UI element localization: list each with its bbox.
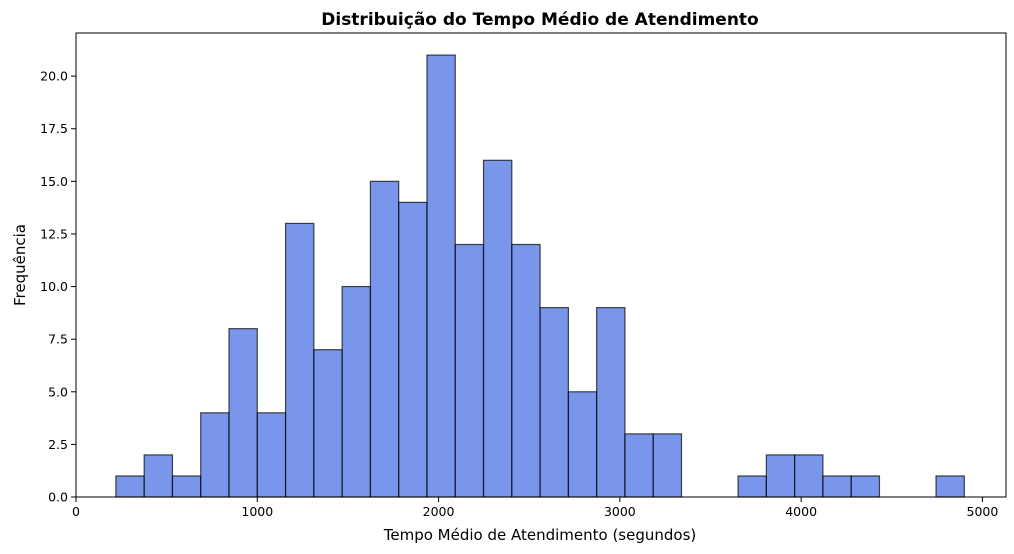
y-tick-label-3: 7.5 — [48, 332, 68, 347]
y-tick-label-8: 20.0 — [40, 69, 68, 84]
histogram-bar-26 — [850, 475, 881, 498]
histogram-bar-17 — [596, 307, 626, 498]
histogram-bar-18 — [624, 433, 654, 498]
histogram-bar-1 — [143, 454, 174, 498]
histogram-bar-24 — [794, 454, 824, 498]
histogram-bar-7 — [313, 349, 343, 498]
x-tick-label-1: 1000 — [241, 504, 273, 519]
x-tick-label-3: 3000 — [604, 504, 636, 519]
histogram-bar-25 — [822, 475, 852, 498]
y-tick-label-7: 17.5 — [40, 121, 68, 136]
histogram-bar-29 — [935, 475, 965, 498]
y-tick-label-5: 12.5 — [40, 226, 68, 241]
histogram-bar-22 — [737, 475, 767, 498]
histogram-bar-13 — [482, 159, 513, 498]
plot-frame — [75, 32, 1007, 498]
histogram-bar-15 — [539, 307, 569, 498]
y-tick-label-1: 2.5 — [48, 437, 68, 452]
histogram-bar-10 — [398, 201, 428, 498]
x-axis-ticks: 0 1000 2000 3000 4000 5000 — [72, 497, 998, 519]
histogram-bar-6 — [284, 222, 315, 498]
chart-title: Distribuição do Tempo Médio de Atendimen… — [321, 10, 758, 30]
y-tick-label-0: 0.0 — [48, 490, 68, 505]
histogram-bar-4 — [228, 328, 258, 498]
y-axis-label: Frequência — [11, 224, 29, 306]
y-tick-label-2: 5.0 — [48, 384, 68, 399]
histogram-bar-19 — [652, 433, 683, 498]
bars-group — [115, 54, 965, 498]
histogram-bar-3 — [200, 412, 230, 498]
x-tick-label-4: 4000 — [785, 504, 817, 519]
y-tick-label-4: 10.0 — [40, 279, 68, 294]
histogram-bar-8 — [341, 285, 372, 498]
histogram-bar-9 — [369, 180, 400, 498]
x-axis-label: Tempo Médio de Atendimento (segundos) — [383, 526, 697, 544]
y-tick-label-6: 15.0 — [40, 174, 68, 189]
histogram-bar-2 — [171, 475, 202, 498]
x-tick-label-5: 5000 — [967, 504, 999, 519]
histogram-bar-0 — [115, 475, 145, 498]
y-axis-ticks: 0.0 2.5 5.0 7.5 10.0 12.5 15.0 17.5 20.0 — [40, 69, 76, 505]
histogram-bar-23 — [765, 454, 796, 498]
histogram-bar-14 — [511, 243, 541, 498]
histogram-bar-5 — [256, 412, 287, 498]
histogram-bar-11 — [426, 54, 456, 498]
x-tick-label-2: 2000 — [423, 504, 455, 519]
histogram-bar-16 — [567, 391, 598, 498]
x-tick-label-0: 0 — [72, 504, 80, 519]
histogram-bar-12 — [454, 243, 485, 498]
